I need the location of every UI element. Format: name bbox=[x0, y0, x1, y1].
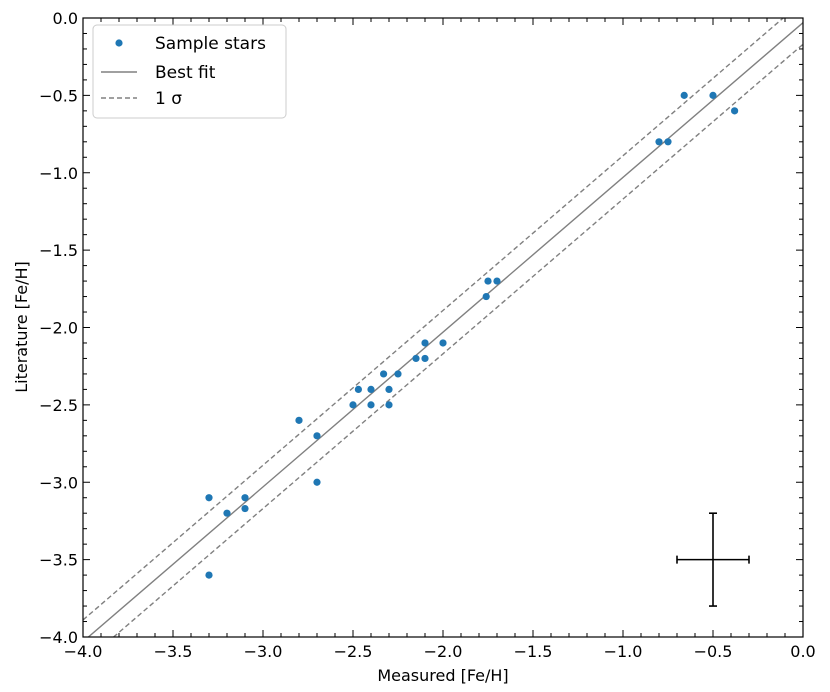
y-axis: 0.0 −0.5 −1.0 −1.5 −2.0 −2.5 −3.0 −3.5 −4.0 bbox=[39, 9, 803, 647]
y-axis-title: Literature [Fe/H] bbox=[12, 261, 31, 393]
x-axis: −4.0 −3.5 −3.0 −2.5 −2.0 −1.5 −1.0 −0.5 0.0 bbox=[64, 18, 816, 661]
data-point bbox=[394, 370, 402, 378]
best-fit-line bbox=[87, 22, 803, 637]
data-point bbox=[385, 385, 393, 393]
y-tick-label: −3.5 bbox=[39, 551, 78, 570]
legend: Sample stars Best fit 1 σ bbox=[92, 24, 287, 119]
data-point bbox=[205, 494, 213, 502]
legend-marker-sample-stars bbox=[115, 39, 123, 47]
x-tick-label: −2.5 bbox=[334, 642, 373, 661]
y-tick-label: −4.0 bbox=[39, 628, 78, 647]
data-point bbox=[349, 401, 357, 409]
y-tick-label: −1.5 bbox=[39, 241, 78, 260]
data-point bbox=[484, 277, 492, 285]
data-point bbox=[241, 494, 249, 502]
data-point bbox=[421, 339, 429, 347]
data-point bbox=[655, 138, 663, 146]
data-points bbox=[205, 91, 739, 579]
data-point bbox=[241, 504, 249, 513]
y-tick-label: 0.0 bbox=[53, 9, 78, 28]
x-tick-label: −2.0 bbox=[424, 642, 463, 661]
legend-box bbox=[92, 24, 287, 119]
data-point bbox=[493, 277, 501, 285]
y-tick-label: −3.0 bbox=[39, 473, 78, 492]
data-point bbox=[709, 91, 717, 99]
x-tick-label: −3.0 bbox=[244, 642, 283, 661]
x-axis-title: Measured [Fe/H] bbox=[377, 666, 508, 685]
data-point bbox=[421, 354, 429, 363]
data-point bbox=[313, 432, 321, 440]
y-tick-label: −2.5 bbox=[39, 396, 78, 415]
x-tick-label: −1.0 bbox=[604, 642, 643, 661]
data-point bbox=[313, 478, 321, 486]
error-bar bbox=[676, 512, 750, 607]
data-point bbox=[385, 401, 393, 409]
data-point bbox=[223, 509, 231, 517]
data-point bbox=[664, 138, 672, 146]
data-point bbox=[295, 416, 303, 424]
x-tick-label: −0.5 bbox=[694, 642, 733, 661]
data-point bbox=[380, 370, 388, 378]
data-point bbox=[680, 91, 688, 99]
data-point bbox=[367, 385, 375, 393]
sigma-lower-line bbox=[112, 43, 803, 637]
data-point bbox=[439, 339, 447, 347]
y-tick-label: −2.0 bbox=[39, 319, 78, 338]
x-tick-label: −4.0 bbox=[64, 642, 103, 661]
data-point bbox=[482, 292, 490, 301]
y-tick-label: −0.5 bbox=[39, 86, 78, 105]
fit-lines bbox=[83, 18, 803, 637]
legend-label-sigma: 1 σ bbox=[155, 89, 182, 109]
legend-label-best-fit: Best fit bbox=[155, 63, 216, 83]
legend-label-sample-stars: Sample stars bbox=[155, 34, 266, 54]
x-tick-label: −3.5 bbox=[154, 642, 193, 661]
data-point bbox=[731, 107, 739, 115]
sigma-upper-line bbox=[83, 18, 785, 621]
data-point bbox=[367, 401, 375, 409]
data-point bbox=[205, 571, 213, 579]
data-point bbox=[412, 354, 420, 363]
x-tick-label: −1.5 bbox=[514, 642, 553, 661]
data-point bbox=[354, 385, 362, 393]
y-tick-label: −1.0 bbox=[39, 164, 78, 183]
x-tick-label: 0.0 bbox=[790, 642, 815, 661]
